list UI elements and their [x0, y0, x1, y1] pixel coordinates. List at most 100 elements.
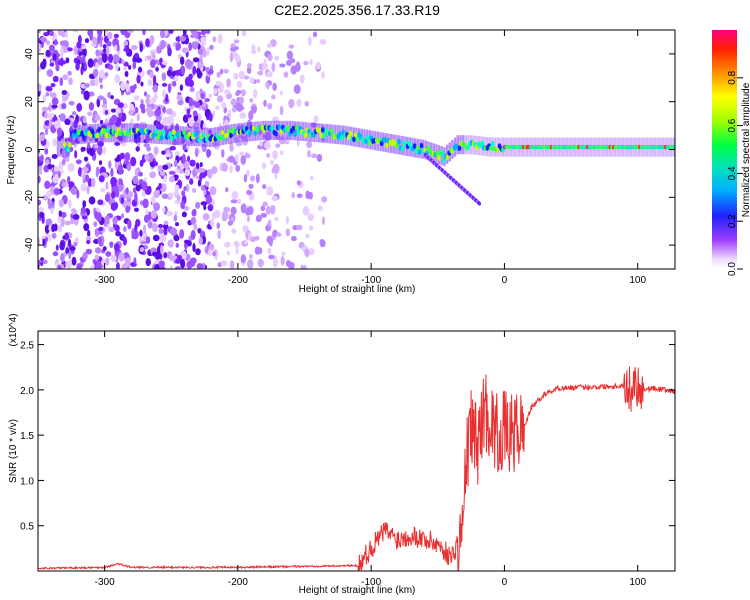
spectrogram-noise-cell [199, 172, 203, 182]
spectrogram-noise-cell [173, 159, 178, 168]
spectrogram-noise-cell [120, 30, 126, 36]
spectrogram-noise-cell [221, 148, 225, 158]
spectrogram-noise-cell [192, 57, 200, 63]
spectrogram-trace-cell [194, 131, 199, 138]
spectrogram-noise-cell [181, 47, 189, 54]
spectrogram-noise-cell [81, 44, 87, 50]
spectrogram-noise-cell [215, 80, 223, 87]
spectrogram-noise-cell [39, 211, 45, 219]
spectrogram-noise-cell [243, 75, 250, 80]
spectrogram-noise-cell [165, 152, 172, 157]
spectrogram-noise-cell [145, 236, 151, 244]
spectrogram-noise-cell [86, 239, 91, 245]
spectrogram-noise-cell [275, 143, 281, 149]
spectrogram-noise-cell [309, 59, 313, 66]
spectrogram-noise-cell [50, 207, 54, 214]
spectrogram-noise-cell [61, 89, 68, 96]
spectrogram-noise-cell [212, 36, 217, 43]
spectrogram-noise-cell [235, 54, 241, 63]
spectrogram-noise-cell [75, 159, 82, 165]
spectrogram-noise-cell [266, 43, 273, 48]
spectrogram-noise-cell [85, 248, 93, 255]
spectrogram-noise-cell [187, 155, 191, 163]
spectrogram-band [56, 137, 60, 157]
spectrogram-band [445, 144, 449, 164]
spectrogram-noise-cell [205, 66, 210, 73]
spectrogram-noise-cell [149, 71, 154, 79]
spectrogram-noise-cell [158, 182, 162, 190]
spectrogram-trace-cell [251, 125, 256, 132]
spectrogram-noise-cell [45, 218, 53, 226]
spectrogram-noise-cell [101, 53, 108, 63]
spectrogram-noise-cell [246, 66, 252, 74]
spectrogram-trace-cell [293, 131, 297, 137]
spectrogram-noise-cell [160, 30, 166, 39]
spectrogram-noise-cell [134, 207, 139, 212]
spectrogram-noise-cell [114, 224, 120, 232]
spectrogram-noise-cell [176, 194, 181, 201]
spectrogram-noise-cell [119, 152, 125, 160]
spectrogram-noise-cell [307, 149, 311, 158]
spectrogram-noise-cell [319, 238, 325, 245]
spectrogram-noise-cell [209, 186, 217, 196]
spectrogram-noise-cell [110, 176, 118, 187]
spectrogram-noise-cell [304, 248, 310, 257]
spectrogram-noise-cell [313, 115, 319, 123]
spectrogram-noise-cell [123, 160, 130, 165]
spectrogram-trace-cell [171, 129, 176, 135]
spectrogram-noise-cell [45, 159, 50, 167]
spectrogram-noise-cell [114, 62, 119, 72]
spectrogram-noise-cell [118, 252, 125, 262]
spectrogram-noise-cell [106, 108, 110, 117]
spectrogram-noise-cell [283, 71, 289, 78]
snr-y-tick-label: 2.5 [20, 341, 34, 352]
spectrogram-noise-cell [143, 214, 149, 223]
spectrogram-noise-cell [86, 235, 92, 242]
spectrogram-trace-cell [229, 132, 233, 139]
spectrogram-noise-cell [220, 260, 228, 267]
spectrogram-noise-cell [168, 30, 174, 34]
spectrogram-noise-cell [146, 152, 154, 163]
spectrogram-noise-cell [59, 113, 66, 122]
spectrogram-noise-cell [264, 141, 271, 150]
spectrogram-noise-cell [142, 198, 149, 209]
spectrogram-noise-cell [230, 216, 235, 222]
spectrogram-noise-cell [60, 252, 65, 263]
spectrogram-noise-cell [230, 206, 237, 216]
spectrogram-noise-cell [134, 192, 138, 202]
spectrogram-noise-cell [163, 220, 169, 225]
spectrogram-noise-cell [132, 61, 137, 70]
spectrogram-noise-cell [231, 190, 239, 200]
spectrogram-trace-cell [270, 125, 275, 132]
spectrogram-noise-cell [186, 108, 191, 114]
spectrogram-noise-cell [150, 210, 157, 219]
spectrogram-noise-cell [279, 63, 286, 68]
colorbar-tick-label: 0.6 [727, 118, 738, 132]
spectrogram-noise-cell [42, 238, 46, 246]
spectrogram-noise-cell [82, 115, 87, 124]
spectrogram-noise-cell [176, 94, 183, 101]
spectrogram-noise-cell [61, 103, 67, 110]
spectrogram-noise-cell [83, 90, 90, 101]
spectrogram-noise-cell [87, 229, 91, 238]
spectrogram-noise-cell [194, 147, 199, 158]
spectrogram-noise-cell [125, 83, 130, 93]
spectrogram-noise-cell [137, 66, 143, 73]
spectrogram-trace-cell [418, 149, 422, 155]
spectrogram-noise-cell [245, 207, 251, 216]
spectrogram-trace-cell [114, 131, 119, 138]
spectrogram-noise-cell [173, 214, 178, 222]
spectrogram-noise-cell [107, 31, 113, 40]
spectrogram-noise-cell [162, 89, 167, 99]
spectrogram-noise-cell [166, 108, 173, 115]
spectrogram-noise-cell [54, 39, 58, 46]
spectrogram-noise-cell [246, 189, 253, 196]
spectrogram-noise-cell [110, 95, 114, 100]
spectrogram-noise-cell [64, 118, 71, 126]
spectrogram-band [160, 125, 164, 145]
spectrogram-noise-cell [321, 216, 325, 226]
spectrogram-noise-cell [207, 168, 213, 179]
spectrogram-noise-cell [219, 68, 224, 75]
spectrogram-noise-cell [275, 232, 282, 237]
spectrogram-noise-cell [53, 188, 61, 195]
